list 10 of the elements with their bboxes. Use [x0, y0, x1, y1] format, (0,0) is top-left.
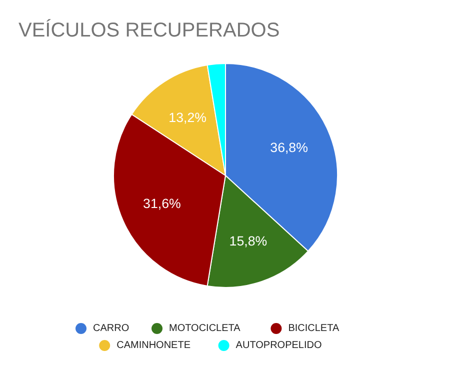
legend-label: CARRO [93, 323, 130, 334]
data-label: 31,6% [143, 196, 181, 211]
chart-title: VEÍCULOS RECUPERADOS [18, 18, 280, 42]
data-label: 15,8% [229, 234, 268, 249]
data-label: 36,8% [270, 140, 308, 156]
legend-label: CAMINHONETE [116, 340, 191, 351]
legend-label: BICICLETA [288, 323, 340, 334]
legend-label: MOTOCICLETA [169, 323, 241, 334]
legend-label: AUTOPROPELIDO [236, 340, 322, 351]
data-label: 13,2% [168, 110, 207, 125]
